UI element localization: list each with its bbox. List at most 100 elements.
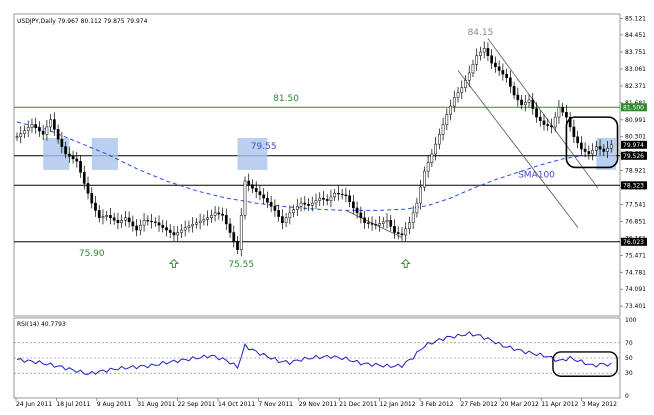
candle [86,176,90,200]
candle [344,187,348,203]
candle [381,217,385,228]
candle [553,111,557,132]
candle [482,41,486,59]
candle [131,215,135,232]
candle [251,179,254,194]
candle [460,80,464,100]
candle [467,65,471,87]
candle [318,192,322,206]
candle [273,199,277,217]
candle [430,148,434,168]
price-tick-label: 83.061 [625,66,646,73]
candle [602,144,606,156]
candle [591,143,594,161]
candle [445,108,449,131]
price-tick-label: 80.301 [625,134,646,141]
candle [415,197,419,218]
candle [180,223,183,238]
annotation-label: SMA100 [518,170,555,180]
date-tick-label: 9 Aug 2011 [97,401,132,408]
candle [523,95,527,112]
candle [310,196,314,212]
candle [262,188,266,205]
candle [221,207,224,222]
rsi-tick-label: 0 [625,393,629,400]
candle [535,102,538,123]
candle [232,225,236,248]
candle [64,141,67,159]
chart-title: USDJPY,Daily 79.967 80.112 79.875 79.974 [17,18,148,25]
up-arrow-icon [400,258,411,268]
focus-circle-rsi [552,351,618,377]
candle [97,205,101,223]
candle [419,179,422,210]
date-tick-label: 31 Aug 2011 [137,401,176,408]
candle [576,130,579,149]
candle [79,155,82,178]
price-tag [621,237,647,246]
candle [609,140,613,153]
annotation-label: 79.55 [251,142,277,152]
rsi-tick-label: 30 [625,370,633,377]
candle [30,118,34,133]
candle [486,42,490,62]
date-tick-label: 11 Apr 2012 [541,401,578,408]
date-tick-label: 18 Jul 2011 [56,401,90,408]
candle [464,75,467,93]
candle [195,218,198,229]
candle [120,214,124,228]
date-tick-label: 3 May 2012 [582,401,617,408]
candle [269,196,273,212]
candle [512,81,516,100]
candle [94,195,97,217]
candle [135,219,138,237]
focus-circle-price [565,116,619,169]
date-tick-label: 29 Nov 2011 [299,401,338,408]
candle [490,49,494,70]
candle [587,145,591,160]
candle [198,213,202,230]
candle [228,218,232,238]
date-tick-label: 3 Feb 2012 [420,401,454,408]
date-tick-label: 27 Feb 2012 [460,401,498,408]
candle [146,215,150,226]
candle [565,104,568,124]
rsi-tick-label: 50 [625,355,633,362]
candle [109,207,112,225]
date-tick-label: 22 Sep 2011 [178,401,216,408]
rsi-title: RSI(14) 40.7793 [17,321,66,328]
rsi-tick-label: 70 [625,340,633,347]
highlight-zone-2 [237,137,268,170]
candle [213,205,217,222]
candle [299,197,303,212]
candle [572,119,576,144]
candle [594,141,598,156]
candle [292,204,295,218]
highlight-zone-3 [596,137,616,170]
price-tag [621,181,647,190]
candle [509,70,512,93]
date-tick-label: 20 Mar 2012 [501,401,539,408]
price-tick-label: 74.781 [625,269,646,276]
candle [116,213,120,230]
candle [38,121,41,137]
price-tick-label: 80.991 [625,117,646,124]
price-tick-label: 78.921 [625,168,646,175]
candle [56,124,60,144]
candle [441,117,445,141]
candle [531,93,535,115]
candle [243,176,247,220]
candle [411,205,415,230]
candle [45,119,49,141]
candle [236,236,239,255]
annotation-label: 75.55 [228,260,254,270]
annotation-label: 81.50 [273,94,299,104]
candle [258,185,262,201]
candle [168,224,172,238]
price-tick-label: 85.121 [625,15,646,22]
candle [314,193,318,210]
candle [224,208,228,231]
annotation-label: 84.15 [468,28,494,38]
candle [520,95,523,110]
price-tick-label: 73.401 [625,303,646,310]
